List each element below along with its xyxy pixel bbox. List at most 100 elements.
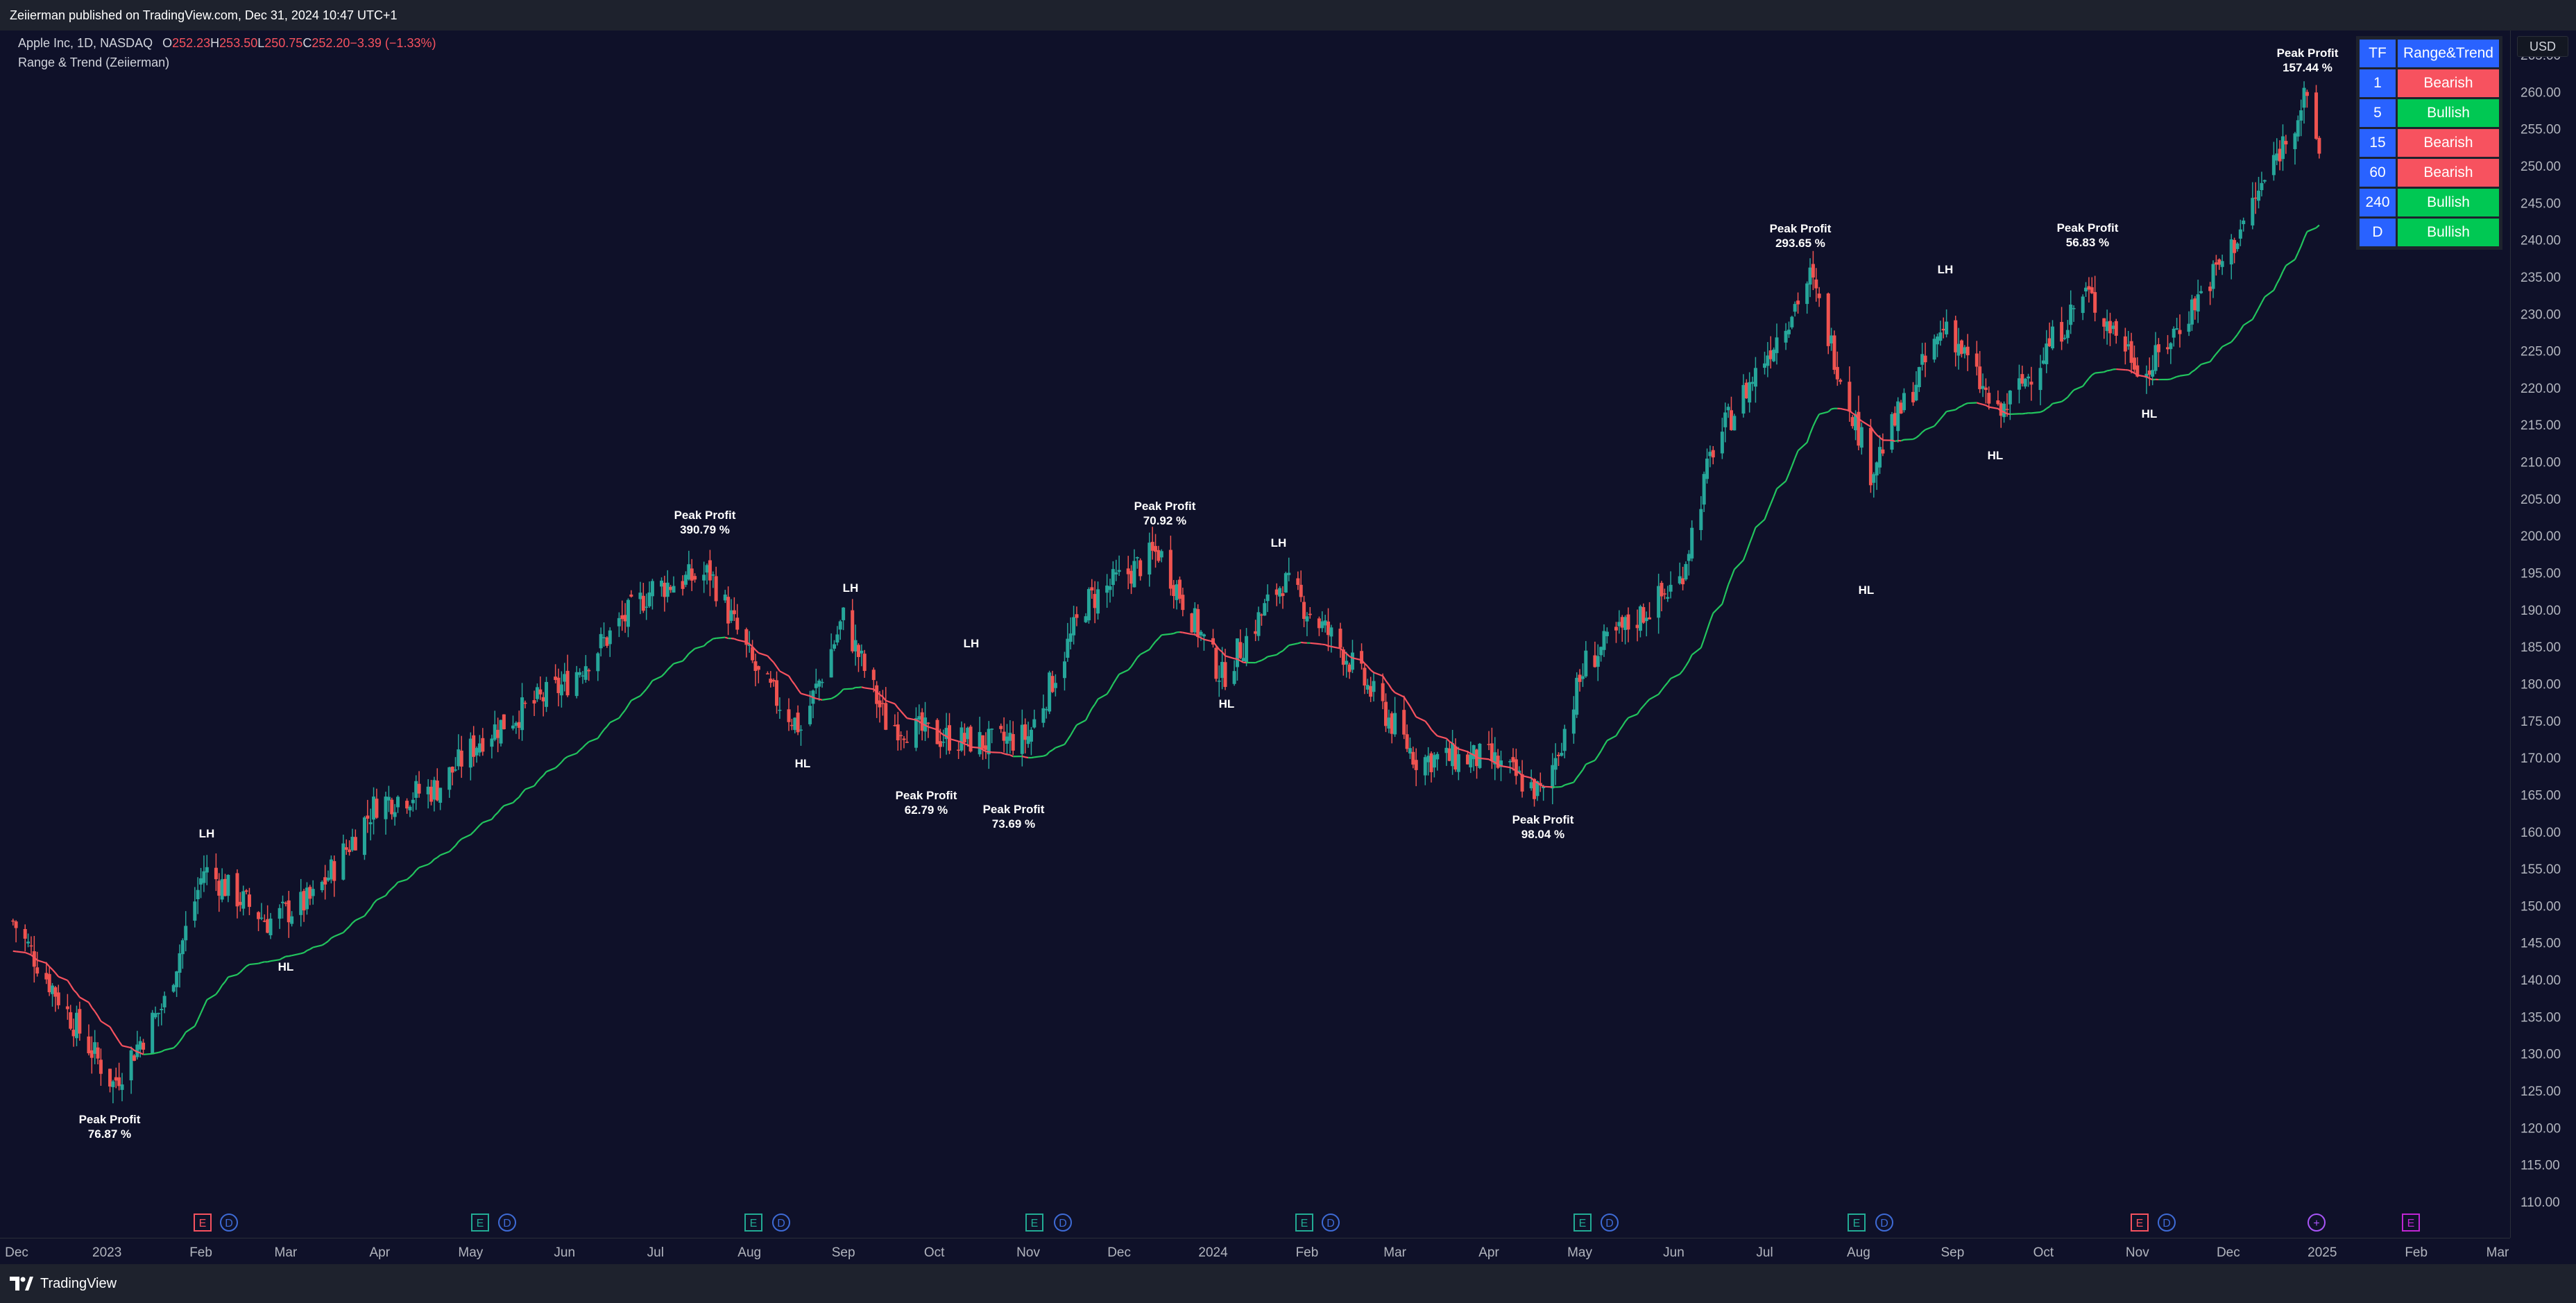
candle-body — [1159, 551, 1163, 558]
trend-line-segment — [2025, 412, 2029, 414]
trend-line-segment — [179, 1037, 184, 1042]
currency-badge[interactable]: USD — [2517, 36, 2568, 57]
trend-line-segment — [1600, 745, 1605, 752]
trend-line-segment — [376, 894, 386, 901]
trend-line-segment — [1639, 705, 1644, 710]
candle-body — [414, 781, 418, 798]
price-axis[interactable]: 265.00260.00255.00250.00245.00240.00235.… — [2510, 31, 2576, 1238]
trend-line-segment — [970, 746, 980, 749]
candle-body — [920, 712, 924, 731]
candle-body — [1432, 755, 1436, 768]
candle-body — [1920, 354, 1925, 365]
candle-body — [1202, 634, 1206, 637]
candle-body — [1305, 616, 1309, 622]
trend-line-segment — [2095, 371, 2104, 374]
trend-line-segment — [1988, 406, 1999, 410]
candle-body — [217, 880, 221, 896]
chart-area[interactable] — [0, 31, 2576, 1264]
trend-line-segment — [158, 1050, 162, 1053]
trend-line-segment — [2073, 385, 2083, 391]
candle-body — [1435, 753, 1440, 760]
candle-body — [1584, 650, 1588, 676]
trend-line-segment — [1373, 672, 1383, 677]
candle-body — [1684, 563, 1688, 580]
legend-indicator-row[interactable]: Range & Trend (Zeiierman) — [18, 53, 436, 72]
candle-body — [2233, 239, 2237, 253]
trend-line-segment — [946, 735, 950, 740]
candle-body — [162, 996, 167, 1007]
trend-line-segment — [1458, 748, 1468, 753]
tradingview-logo-icon[interactable] — [10, 1277, 33, 1291]
candle-body — [623, 615, 627, 622]
candle-body — [2129, 341, 2133, 363]
price-tick-label: 115.00 — [2520, 1159, 2560, 1173]
candle-body — [1032, 719, 1037, 728]
candle-body — [153, 1013, 157, 1018]
candle-body — [108, 1068, 112, 1087]
candle-body — [1911, 391, 1916, 402]
candle-body — [44, 973, 49, 980]
candle-body — [1535, 781, 1539, 797]
candle-body — [2166, 347, 2170, 350]
candle-body — [563, 674, 567, 682]
candle-body — [268, 918, 273, 935]
trend-line-segment — [197, 1012, 202, 1021]
annotation-label: Peak Profit — [1134, 500, 1196, 513]
trend-line-segment — [876, 691, 880, 695]
trend-line-segment — [1127, 666, 1132, 671]
candle-body — [554, 676, 558, 681]
trend-line-segment — [839, 688, 844, 693]
indicator-label[interactable]: Range & Trend (Zeiierman) — [18, 56, 170, 69]
trend-line-segment — [1267, 654, 1277, 658]
trend-line-segment — [515, 797, 520, 801]
trend-line-segment — [979, 747, 984, 751]
candle-body — [180, 940, 185, 955]
candle-body — [1723, 412, 1728, 427]
trend-line-segment — [1791, 457, 1796, 467]
candle-body — [1753, 368, 1757, 387]
time-axis[interactable]: Dec 2023 Feb Mar Apr May Jun Jul Aug Sep Oct Nov Dec… — [0, 1238, 2510, 1265]
trend-line-segment — [1360, 659, 1365, 664]
candle-body — [1593, 655, 1597, 667]
candle-body — [1599, 647, 1603, 656]
candle-body — [1390, 713, 1394, 734]
time-tick-label: Jun — [554, 1245, 575, 1260]
candle-body — [2211, 264, 2215, 289]
trend-line-segment — [1724, 584, 1730, 595]
candle-body — [617, 618, 621, 627]
candle-body — [775, 680, 779, 706]
trend-line-segment — [176, 1041, 180, 1046]
candle-body — [1553, 758, 1558, 770]
candle-body — [375, 799, 379, 818]
trend-line-segment — [1115, 674, 1120, 680]
trend-line-segment — [852, 686, 856, 690]
trend-line-segment — [2061, 398, 2065, 402]
candle-body — [862, 654, 867, 671]
time-tick-label: Mar — [275, 1245, 298, 1260]
trend-line-segment — [218, 985, 223, 991]
brand-label[interactable]: TradingView — [40, 1275, 117, 1291]
trend-cell: Bullish — [2398, 219, 2499, 246]
price-tick-label: 135.00 — [2520, 1010, 2561, 1025]
candle-body — [2051, 326, 2055, 349]
trend-line-segment — [346, 926, 350, 930]
trend-line-segment — [415, 867, 420, 871]
candle-body — [545, 681, 549, 707]
trend-line-segment — [237, 971, 241, 976]
candle-body — [1072, 617, 1076, 636]
trend-line-segment — [1873, 430, 1878, 436]
symbol-label[interactable]: Apple Inc, 1D, NASDAQ — [18, 36, 153, 50]
trend-line-segment — [2170, 377, 2174, 380]
candle-body — [1835, 366, 1839, 380]
trend-line-segment — [1913, 436, 1917, 441]
candle-body — [871, 670, 876, 681]
trend-line-segment — [194, 1019, 199, 1027]
trend-line-segment — [109, 1026, 114, 1032]
trend-line-segment — [1066, 735, 1072, 740]
price-tick-label: 245.00 — [2520, 196, 2561, 211]
price-tick-label: 170.00 — [2520, 751, 2561, 766]
trend-line-segment — [576, 749, 581, 754]
candle-body — [820, 681, 824, 683]
